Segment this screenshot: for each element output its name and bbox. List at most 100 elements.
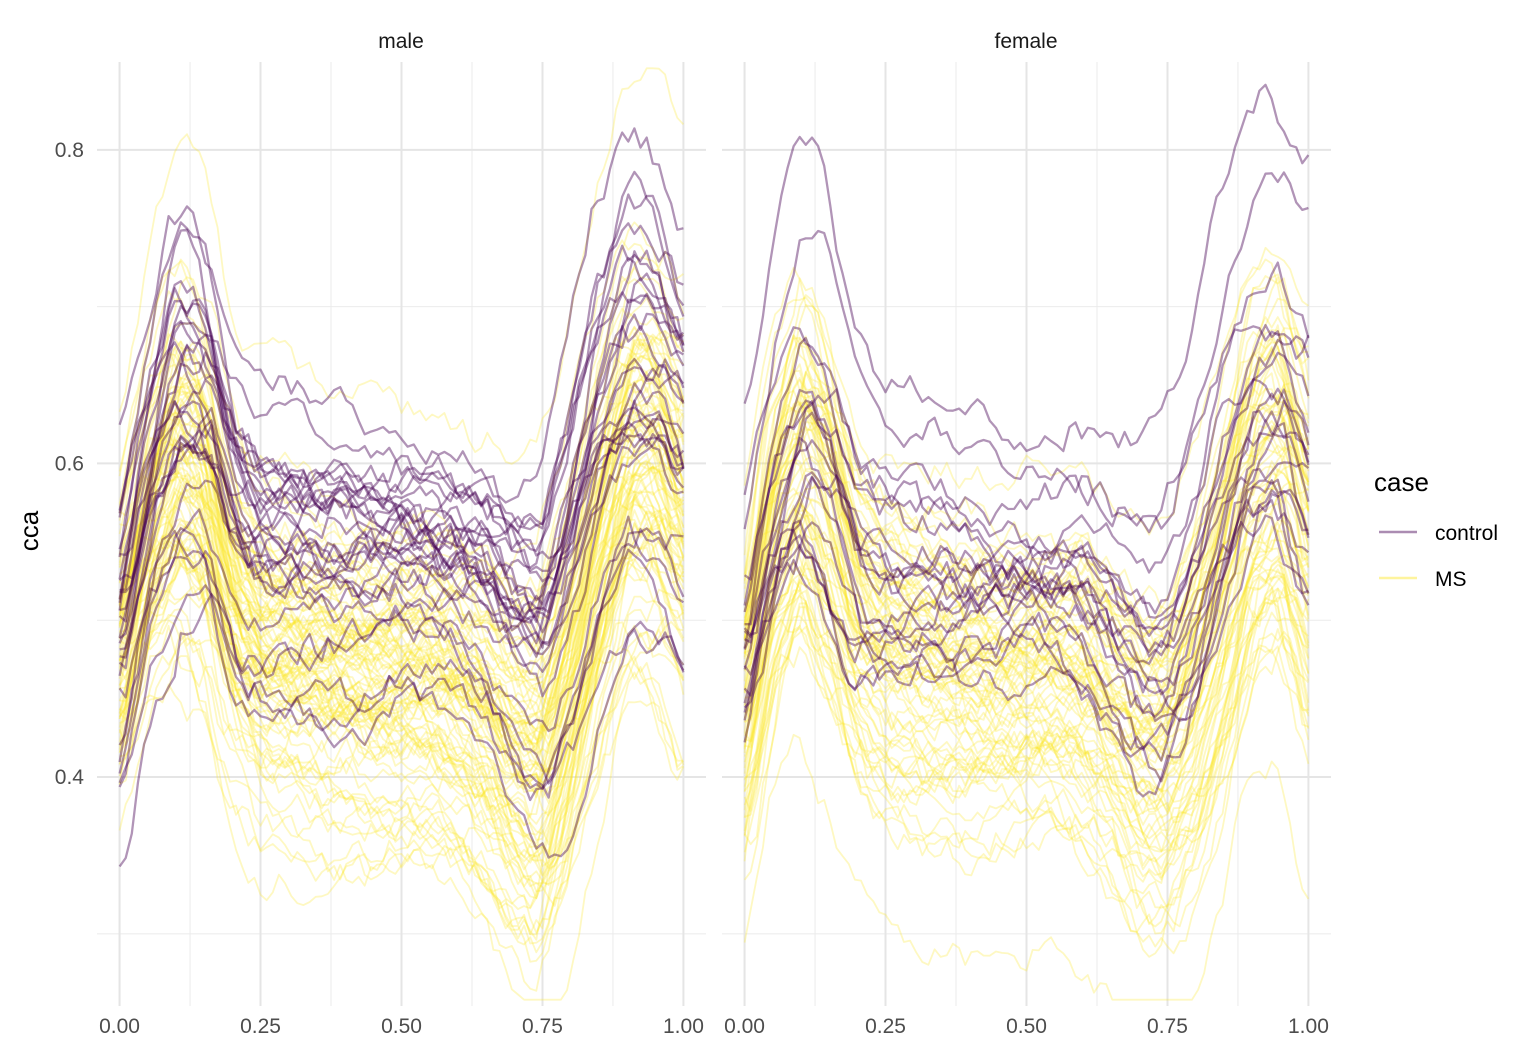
facet-strip-label-female: female [994,30,1057,53]
series-line-male-ms-19 [118,628,685,893]
series-line-female-ms-49 [743,579,1310,909]
series-line-male-ms-69 [118,403,685,755]
series-line-male-ms-90 [119,452,685,846]
series-line-female-ms-70 [743,430,1309,763]
series-line-male-ms-0 [118,614,685,936]
series-line-male-control-6 [118,193,685,531]
series-line-female-ms-45 [743,574,1309,819]
series-line-female-control-19 [743,388,1310,658]
series-line-male-ms-5 [118,386,685,734]
series-line-female-control-11 [743,399,1310,687]
series-line-male-ms-80 [118,414,685,775]
series-line-male-ms-89 [119,493,685,857]
series-line-male-control-25 [118,170,685,624]
x-tick-label-female-4: 1.00 [1288,1015,1329,1038]
series-line-male-control-9 [118,515,685,790]
series-line-male-ms-32 [118,333,684,707]
series-line-male-control-7 [118,527,685,799]
facet-strip-label-male: male [378,30,424,53]
series-line-female-ms-5 [743,519,1310,831]
series-line-male-ms-6 [118,378,685,653]
series-line-female-ms-29 [743,344,1310,668]
series-line-female-control-13 [743,83,1310,453]
series-line-female-ms-11 [744,416,1310,720]
series-line-male-ms-43 [118,521,685,753]
lines-female [743,83,1310,1001]
series-line-female-ms-43 [743,482,1310,817]
x-tick-label-male-3: 0.75 [522,1015,563,1038]
series-line-male-ms-31 [118,354,685,614]
series-line-female-control-8 [743,489,1310,798]
series-line-male-ms-46 [118,608,685,945]
series-line-male-control-26 [118,127,684,504]
series-line-male-ms-18 [118,336,684,681]
series-line-female-ms-7 [743,334,1309,663]
series-line-female-ms-16 [743,502,1310,777]
series-line-male-ms-58 [118,439,685,868]
series-line-female-ms-35 [743,525,1309,746]
series-line-female-control-9 [743,488,1310,722]
series-line-female-ms-23 [743,393,1310,689]
series-line-female-ms-58 [743,562,1310,935]
series-line-male-ms-29 [118,533,685,841]
series-line-male-ms-92 [118,414,684,689]
series-line-female-control-17 [743,479,1309,762]
series-line-male-ms-26 [118,463,685,693]
series-line-male-ms-82 [119,538,685,934]
series-line-male-control-14 [118,244,685,576]
series-line-female-ms-75 [743,389,1310,690]
series-line-male-control-8 [118,222,684,534]
series-line-female-ms-12 [743,468,1310,725]
series-line-female-control-4 [743,323,1310,665]
y-axis-ticks: 0.4 0.6 0.8 [55,139,85,789]
grid-female [722,62,1331,1006]
series-line-female-ms-67 [743,483,1310,765]
series-line-male-ms-91 [118,539,685,900]
series-line-male-ms-61 [118,371,685,770]
series-line-male-ms-85 [118,526,684,910]
series-line-female-ms-54 [743,273,1310,610]
series-line-male-ms-84 [118,619,684,963]
legend-label-control: control [1435,522,1498,545]
series-line-female-control-2 [743,335,1310,581]
series-line-male-ms-9 [119,367,685,714]
series-line-male-ms-34 [118,466,685,745]
series-line-male-control-0 [119,277,685,609]
series-line-male-ms-10 [118,404,684,747]
series-line-female-ms-62 [744,514,1310,804]
series-line-female-ms-61 [743,624,1310,909]
x-tick-label-male-2: 0.50 [381,1015,422,1038]
series-line-female-ms-68 [743,333,1309,671]
series-line-female-ms-8 [744,394,1310,764]
series-line-male-control-5 [118,256,685,552]
series-line-male-ms-57 [118,479,684,909]
series-line-female-ms-63 [743,372,1309,791]
series-line-female-control-18 [743,461,1310,637]
series-line-male-control-19 [119,312,685,592]
series-line-female-ms-25 [743,415,1309,648]
series-line-male-ms-77 [118,482,685,793]
series-line-female-ms-55 [743,595,1310,863]
series-line-male-ms-15 [118,494,685,827]
series-line-male-ms-78 [118,450,685,773]
series-line-male-ms-66 [118,260,685,634]
series-line-male-ms-83 [118,421,685,799]
series-line-male-ms-14 [118,417,684,773]
series-line-male-control-15 [118,508,684,746]
series-line-male-ms-28 [118,401,685,732]
series-line-female-ms-15 [743,460,1309,770]
series-line-female-ms-57 [743,389,1310,633]
series-line-female-ms-26 [743,504,1309,739]
series-line-male-ms-81 [118,485,685,857]
facet-panel-female: female [722,30,1331,1006]
x-tick-label-male-0: 0.00 [99,1015,140,1038]
series-line-female-ms-13 [743,502,1310,870]
legend-label-ms: MS [1435,568,1467,591]
series-line-male-ms-60 [118,311,685,729]
series-line-female-ms-52 [743,441,1310,742]
series-line-female-ms-9 [743,568,1310,928]
series-line-female-ms-22 [743,602,1310,928]
series-line-female-ms-4 [743,501,1310,813]
series-line-male-ms-62 [119,620,685,907]
